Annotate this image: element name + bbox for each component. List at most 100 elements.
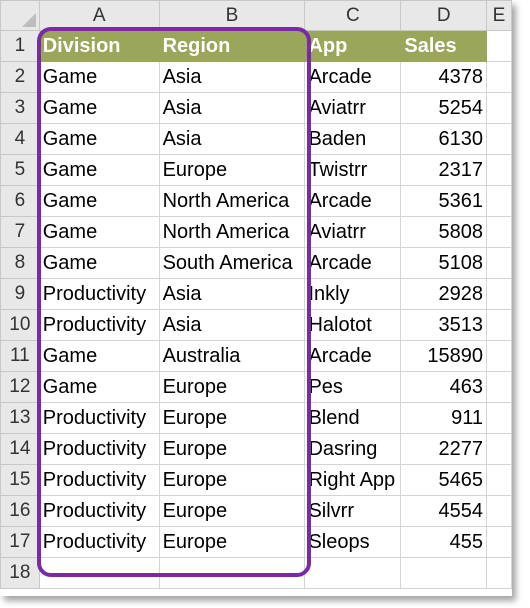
- row-header[interactable]: 11: [0, 340, 40, 372]
- cell-division[interactable]: Game: [38, 123, 160, 155]
- cell-app[interactable]: Arcade: [304, 247, 402, 279]
- row-header[interactable]: 8: [0, 247, 40, 279]
- cell-app[interactable]: Arcade: [304, 61, 402, 93]
- cell-app[interactable]: Inkly: [304, 278, 402, 310]
- row-header[interactable]: 7: [0, 216, 40, 248]
- cell[interactable]: [486, 495, 512, 527]
- cell-app[interactable]: Arcade: [304, 185, 402, 217]
- cell-app[interactable]: Aviatrr: [304, 216, 402, 248]
- row-header[interactable]: 5: [0, 154, 40, 186]
- row-header[interactable]: 4: [0, 123, 40, 155]
- cell-sales[interactable]: 4378: [400, 61, 488, 93]
- cell-sales[interactable]: 5808: [400, 216, 488, 248]
- cell[interactable]: [486, 340, 512, 372]
- cell-app[interactable]: Aviatrr: [304, 92, 402, 124]
- cell-region[interactable]: Asia: [158, 61, 306, 93]
- cell[interactable]: [486, 154, 512, 186]
- row-header[interactable]: 16: [0, 495, 40, 527]
- cell-region[interactable]: North America: [158, 185, 306, 217]
- cell-sales[interactable]: 5108: [400, 247, 488, 279]
- cell[interactable]: [486, 278, 512, 310]
- cell-division[interactable]: Game: [38, 154, 160, 186]
- column-header-e[interactable]: E: [486, 0, 512, 31]
- header-cell-division[interactable]: Division: [38, 30, 160, 62]
- column-header-c[interactable]: C: [304, 0, 402, 31]
- cell-division[interactable]: Game: [38, 340, 160, 372]
- cell-region[interactable]: Asia: [158, 309, 306, 341]
- cell-app[interactable]: Dasring: [304, 433, 402, 465]
- row-header[interactable]: 2: [0, 61, 40, 93]
- cell[interactable]: [304, 557, 402, 589]
- cell[interactable]: [486, 526, 512, 558]
- cell-region[interactable]: Europe: [158, 402, 306, 434]
- row-header[interactable]: 1: [0, 30, 40, 62]
- cell-app[interactable]: Blend: [304, 402, 402, 434]
- cell-division[interactable]: Productivity: [38, 495, 160, 527]
- cell[interactable]: [486, 92, 512, 124]
- column-header-b[interactable]: B: [158, 0, 306, 31]
- cell[interactable]: [486, 30, 512, 62]
- cell-division[interactable]: Game: [38, 216, 160, 248]
- cell-sales[interactable]: 5465: [400, 464, 488, 496]
- cell[interactable]: [486, 371, 512, 403]
- cell-sales[interactable]: 463: [400, 371, 488, 403]
- column-header-a[interactable]: A: [38, 0, 160, 31]
- cell-app[interactable]: Sleops: [304, 526, 402, 558]
- row-header[interactable]: 12: [0, 371, 40, 403]
- column-header-d[interactable]: D: [400, 0, 488, 31]
- cell-sales[interactable]: 5361: [400, 185, 488, 217]
- cell-app[interactable]: Right App: [304, 464, 402, 496]
- cell[interactable]: [486, 309, 512, 341]
- cell[interactable]: [486, 464, 512, 496]
- cell-division[interactable]: Game: [38, 247, 160, 279]
- cell-division[interactable]: Game: [38, 371, 160, 403]
- cell[interactable]: [400, 557, 488, 589]
- cell-app[interactable]: Arcade: [304, 340, 402, 372]
- header-cell-app[interactable]: App: [304, 30, 402, 62]
- cell-division[interactable]: Game: [38, 185, 160, 217]
- cell[interactable]: [486, 123, 512, 155]
- row-header[interactable]: 9: [0, 278, 40, 310]
- cell-app[interactable]: Twistrr: [304, 154, 402, 186]
- cell-sales[interactable]: 2317: [400, 154, 488, 186]
- cell-sales[interactable]: 15890: [400, 340, 488, 372]
- row-header[interactable]: 14: [0, 433, 40, 465]
- cell-sales[interactable]: 911: [400, 402, 488, 434]
- cell-app[interactable]: Baden: [304, 123, 402, 155]
- select-all-corner[interactable]: [0, 0, 40, 31]
- cell[interactable]: [486, 557, 512, 589]
- cell[interactable]: [486, 216, 512, 248]
- cell-region[interactable]: South America: [158, 247, 306, 279]
- cell-app[interactable]: Silvrr: [304, 495, 402, 527]
- row-header[interactable]: 13: [0, 402, 40, 434]
- cell[interactable]: [486, 61, 512, 93]
- cell-region[interactable]: Asia: [158, 123, 306, 155]
- row-header[interactable]: 15: [0, 464, 40, 496]
- cell[interactable]: [486, 433, 512, 465]
- cell-region[interactable]: North America: [158, 216, 306, 248]
- cell-region[interactable]: Europe: [158, 526, 306, 558]
- row-header[interactable]: 3: [0, 92, 40, 124]
- cell-sales[interactable]: 5254: [400, 92, 488, 124]
- cell-sales[interactable]: 455: [400, 526, 488, 558]
- cell[interactable]: [486, 247, 512, 279]
- row-header[interactable]: 18: [0, 557, 40, 589]
- cell[interactable]: [486, 185, 512, 217]
- cell-region[interactable]: Asia: [158, 92, 306, 124]
- cell-region[interactable]: Asia: [158, 278, 306, 310]
- cell-region[interactable]: Europe: [158, 371, 306, 403]
- cell-app[interactable]: Pes: [304, 371, 402, 403]
- cell[interactable]: [486, 402, 512, 434]
- cell-sales[interactable]: 2277: [400, 433, 488, 465]
- cell[interactable]: [38, 557, 160, 589]
- cell-sales[interactable]: 4554: [400, 495, 488, 527]
- cell-region[interactable]: Europe: [158, 154, 306, 186]
- cell-division[interactable]: Game: [38, 92, 160, 124]
- cell[interactable]: [158, 557, 306, 589]
- cell-division[interactable]: Productivity: [38, 526, 160, 558]
- cell-region[interactable]: Europe: [158, 464, 306, 496]
- header-cell-sales[interactable]: Sales: [400, 30, 488, 62]
- row-header[interactable]: 17: [0, 526, 40, 558]
- cell-region[interactable]: Europe: [158, 433, 306, 465]
- cell-division[interactable]: Productivity: [38, 278, 160, 310]
